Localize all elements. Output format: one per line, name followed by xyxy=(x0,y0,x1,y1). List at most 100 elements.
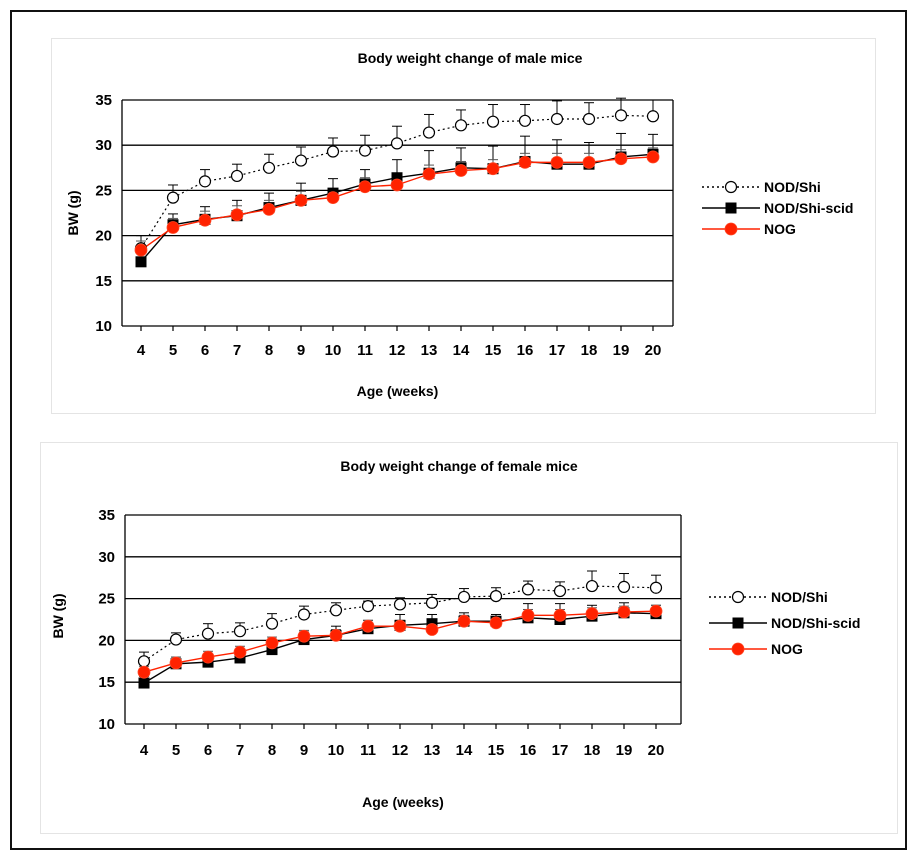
female-nod-shi-point xyxy=(585,579,599,593)
female-x-tick-label: 14 xyxy=(456,742,473,759)
male-legend-nod-shi-scid-label: NOD/Shi-scid xyxy=(764,200,853,216)
female-nod-shi-scid-point xyxy=(138,677,150,689)
male-nod-shi-point xyxy=(550,112,564,126)
female-nog-point xyxy=(201,650,215,664)
female-nog-point xyxy=(361,619,375,633)
male-nog-point xyxy=(358,180,372,194)
male-nod-shi-point xyxy=(262,161,276,174)
male-x-tick-label: 18 xyxy=(581,342,598,359)
male-nog-point xyxy=(230,208,244,222)
female-nog-point xyxy=(585,607,599,621)
male-y-tick-label: 15 xyxy=(95,273,112,290)
female-nog-point xyxy=(521,608,535,622)
female-nog-point xyxy=(425,623,439,636)
male-legend-nod-shi-label: NOD/Shi xyxy=(764,179,821,195)
female-legend-nog-label: NOG xyxy=(771,641,803,657)
male-y-tick-label: 35 xyxy=(95,92,112,109)
male-y-tick-label: 10 xyxy=(95,318,112,335)
male-nod-shi-point xyxy=(646,110,660,123)
female-y-tick-label: 10 xyxy=(98,716,115,733)
female-nog-point xyxy=(457,614,471,628)
female-x-tick-label: 20 xyxy=(648,742,665,759)
female-x-axis-label: Age (weeks) xyxy=(362,794,444,810)
male-x-tick-label: 5 xyxy=(169,342,177,359)
male-y-tick-label: 30 xyxy=(95,137,112,154)
male-chart-svg: Body weight change of male mice 10 15 20 25 3… xyxy=(65,50,853,399)
male-nog-point xyxy=(518,155,532,169)
male-nog-point xyxy=(166,221,180,234)
female-nod-shi-point xyxy=(521,583,535,596)
female-legend-nod-shi-scid-marker xyxy=(732,617,744,629)
female-x-tick-label: 4 xyxy=(140,742,149,759)
female-legend-nod-shi-marker xyxy=(731,590,745,604)
male-x-tick-label: 19 xyxy=(613,342,630,359)
male-legend-nod-shi-marker xyxy=(724,180,738,194)
female-x-tick-label: 17 xyxy=(552,742,569,759)
male-nod-shi-scid-point xyxy=(135,256,147,268)
male-nog-point xyxy=(550,155,564,169)
female-y-tick-label: 15 xyxy=(98,674,115,691)
male-nog-point xyxy=(134,243,148,257)
male-nod-shi-point xyxy=(518,114,532,127)
male-nog-point xyxy=(646,150,660,164)
female-nod-shi-point xyxy=(169,633,183,646)
female-x-tick-label: 13 xyxy=(424,742,441,759)
female-y-tick-label: 30 xyxy=(98,549,115,566)
male-nod-shi-point xyxy=(614,109,628,122)
female-x-tick-label: 12 xyxy=(392,742,409,759)
female-nod-shi-point xyxy=(553,584,567,598)
female-nog-point xyxy=(553,608,567,622)
female-nod-shi-point xyxy=(393,598,407,611)
male-nod-shi-point xyxy=(422,126,436,139)
female-y-axis-label: BW (g) xyxy=(50,593,66,638)
male-x-tick-label: 11 xyxy=(357,342,373,359)
female-nog-point xyxy=(297,629,311,643)
female-nog-point xyxy=(329,628,343,642)
male-legend-nod-shi-scid-marker xyxy=(725,202,737,214)
female-x-tick-label: 9 xyxy=(300,742,308,759)
female-y-tick-label: 20 xyxy=(98,632,115,649)
female-nod-shi-point xyxy=(137,655,151,668)
male-nog-point xyxy=(454,164,468,177)
male-nod-shi-point xyxy=(582,112,596,126)
male-legend-nog-marker xyxy=(724,222,738,236)
female-chart-title: Body weight change of female mice xyxy=(340,458,577,474)
male-nog-point xyxy=(294,193,308,207)
male-nod-shi-line xyxy=(140,114,654,249)
female-nod-shi-point xyxy=(265,617,279,630)
female-nog-point xyxy=(393,619,407,633)
female-nod-shi-point xyxy=(201,627,215,640)
female-x-tick-label: 18 xyxy=(584,742,601,759)
female-nod-shi-point xyxy=(425,596,439,609)
female-legend-nod-shi-scid-label: NOD/Shi-scid xyxy=(771,615,860,631)
male-nog-point xyxy=(582,155,596,169)
male-y-tick-label: 20 xyxy=(95,228,112,245)
male-legend-nog-label: NOG xyxy=(764,221,796,237)
female-nog-point xyxy=(617,605,631,619)
male-nod-shi-point xyxy=(198,175,212,188)
female-x-tick-label: 11 xyxy=(360,742,376,759)
male-nog-point xyxy=(486,162,500,176)
female-nog-point xyxy=(137,665,151,679)
female-legend-nod-shi-label: NOD/Shi xyxy=(771,589,828,605)
female-nog-point xyxy=(649,604,663,618)
female-x-tick-label: 16 xyxy=(520,742,537,759)
male-nod-shi-point xyxy=(358,144,372,157)
female-nog-point xyxy=(489,616,503,630)
female-x-tick-label: 10 xyxy=(328,742,345,759)
female-nod-shi-point xyxy=(361,600,375,613)
male-x-tick-label: 13 xyxy=(421,342,438,359)
male-x-tick-label: 14 xyxy=(453,342,470,359)
male-nod-shi-scid-point xyxy=(391,172,403,184)
male-x-tick-label: 12 xyxy=(389,342,406,359)
female-x-tick-label: 5 xyxy=(172,742,180,759)
female-nog-point xyxy=(265,636,279,650)
male-x-tick-label: 17 xyxy=(549,342,566,359)
male-x-tick-label: 20 xyxy=(645,342,662,359)
female-nod-shi-scid-point xyxy=(266,644,278,656)
female-nod-shi-point xyxy=(617,580,631,593)
female-nod-shi-point xyxy=(297,608,311,621)
female-chart-panel: Body weight change of female mice 10 15 20 2… xyxy=(40,442,898,834)
female-nod-shi-point xyxy=(233,625,247,638)
male-nod-shi-point xyxy=(390,137,404,150)
